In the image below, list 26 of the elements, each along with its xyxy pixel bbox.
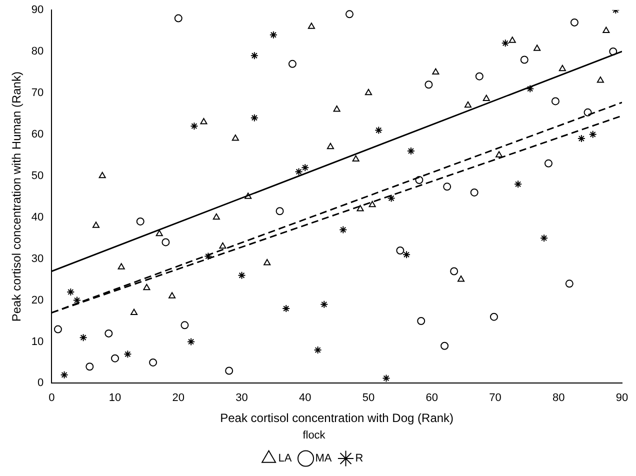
- x-tick-label: 80: [552, 392, 565, 404]
- x-tick-label: 0: [48, 392, 55, 404]
- y-tick-label: 10: [31, 336, 44, 348]
- y-tick-label: 60: [31, 128, 44, 140]
- y-tick-label: 90: [31, 4, 44, 16]
- x-tick-label: 30: [236, 392, 248, 404]
- y-tick-label: 20: [31, 294, 44, 306]
- y-tick-label: 50: [31, 170, 44, 182]
- y-tick-label: 70: [31, 86, 44, 99]
- x-tick-label: 90: [616, 392, 628, 404]
- x-tick-label: 50: [362, 392, 375, 404]
- y-tick-label: 40: [31, 211, 44, 224]
- y-tick-label: 80: [31, 46, 44, 58]
- x-tick-label: 70: [489, 392, 502, 404]
- x-tick-label: 20: [172, 392, 185, 404]
- x-tick-label: 40: [299, 392, 312, 404]
- legend-label: MA: [315, 452, 332, 465]
- y-axis-title: Peak cortisol concentration with Human (Rank): [10, 72, 24, 322]
- y-tick-label: 30: [31, 252, 44, 265]
- legend-label: R: [355, 452, 364, 465]
- x-tick-label: 60: [426, 392, 438, 404]
- legend-title: flock: [302, 429, 326, 442]
- y-tick-label: 0: [38, 377, 44, 390]
- legend-label: LA: [278, 452, 292, 465]
- x-tick-label: 10: [108, 392, 122, 404]
- x-axis-title: Peak cortisol concentration with Dog (Rank): [220, 410, 454, 425]
